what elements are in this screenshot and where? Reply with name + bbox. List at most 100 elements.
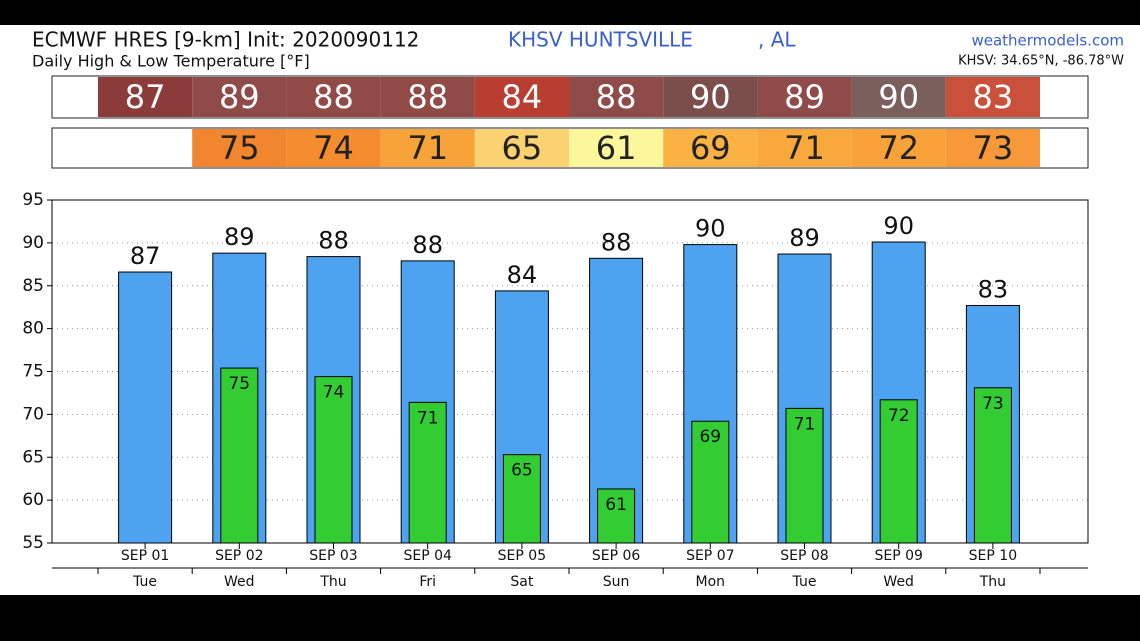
value-label: 84: [507, 261, 538, 289]
strip-label: 75: [219, 129, 260, 167]
y-tick-label: 75: [22, 362, 44, 382]
strip-cell: [851, 77, 946, 117]
value-label: 87: [130, 242, 161, 270]
weekday-label: Mon: [696, 574, 726, 590]
strip-cell: [474, 77, 569, 117]
value-label: 61: [605, 495, 627, 515]
value-label: 72: [888, 406, 910, 426]
strip-cell: [757, 77, 852, 117]
strip-label: 84: [502, 78, 543, 116]
x-tick-label: SEP 07: [686, 548, 734, 564]
y-tick-label: 80: [22, 319, 44, 339]
strip-label: 83: [973, 78, 1014, 116]
bar: [597, 488, 636, 544]
strip-label: 71: [784, 129, 825, 167]
y-tick-label: 55: [22, 533, 44, 553]
strip-label: 74: [313, 129, 354, 167]
strip-cell: [380, 129, 475, 167]
strip-label: 90: [878, 78, 919, 116]
strip-label: 69: [690, 129, 731, 167]
weekday-label: Fri: [419, 574, 436, 590]
strip-label: 89: [219, 78, 260, 116]
strip-label: 88: [313, 78, 354, 116]
y-tick-label: 85: [22, 276, 44, 296]
strip-cell: [474, 129, 569, 167]
strip-label: 61: [596, 129, 637, 167]
location: KHSV HUNTSVILLE: [508, 28, 693, 52]
strip-cell: [663, 129, 758, 167]
value-label: 90: [883, 212, 914, 240]
bar: [691, 420, 730, 544]
value-label: 88: [318, 227, 349, 255]
strip-cell: [286, 77, 381, 117]
value-label: 69: [699, 427, 721, 447]
strip-cell: [192, 77, 287, 117]
value-label: 88: [601, 228, 632, 256]
strip-cell: [380, 77, 475, 117]
location-suffix: , AL: [758, 28, 796, 52]
value-label: 83: [978, 275, 1009, 303]
bar: [879, 399, 918, 544]
weekday-label: Sat: [510, 574, 533, 590]
weekday-label: Tue: [792, 574, 817, 590]
x-tick-label: SEP 04: [403, 548, 452, 564]
strip-label: 88: [407, 78, 448, 116]
value-label: 88: [412, 231, 443, 259]
plot-frame: [51, 199, 1089, 544]
weekday-label: Wed: [883, 574, 914, 590]
value-label: 90: [695, 215, 726, 243]
bar: [785, 407, 824, 544]
strip-label: 90: [690, 78, 731, 116]
strip-label: 65: [502, 129, 543, 167]
strip-cell: [569, 77, 664, 117]
strip-label: 73: [973, 129, 1014, 167]
bar: [973, 387, 1012, 544]
value-label: 71: [417, 408, 439, 428]
bar: [220, 367, 259, 544]
strip-cell: [851, 129, 946, 167]
strip-cell: [569, 129, 664, 167]
value-label: 71: [794, 414, 816, 434]
strip-label: 71: [407, 129, 448, 167]
weekday-label: Thu: [979, 574, 1006, 590]
strip-label: 72: [878, 129, 919, 167]
strip-label: 87: [125, 78, 166, 116]
x-tick-label: SEP 02: [215, 548, 263, 564]
value-label: 89: [789, 224, 820, 252]
value-label: 75: [228, 374, 250, 394]
strip-cell: [286, 129, 381, 167]
panel: [0, 25, 1140, 595]
value-label: 65: [511, 461, 533, 481]
strip-cell: [945, 129, 1040, 167]
weekday-label: Sun: [603, 574, 630, 590]
source: weathermodels.com: [971, 32, 1124, 50]
strip-label: 89: [784, 78, 825, 116]
subtitle: Daily High & Low Temperature [°F]: [32, 52, 310, 71]
x-tick-label: SEP 08: [780, 548, 828, 564]
x-tick-label: SEP 10: [969, 548, 1017, 564]
y-tick-label: 95: [22, 190, 44, 210]
strip-cell: [757, 129, 852, 167]
x-tick-label: SEP 09: [874, 548, 922, 564]
value-label: 74: [323, 383, 345, 403]
strip-cell: [663, 77, 758, 117]
station-coords: KHSV: 34.65°N, -86.78°W: [958, 54, 1124, 69]
weekday-label: Tue: [132, 574, 157, 590]
weekday-label: Wed: [224, 574, 255, 590]
strip-cell: [192, 129, 287, 167]
strip-label: 88: [596, 78, 637, 116]
value-label: 73: [982, 394, 1004, 414]
chart-title: ECMWF HRES [9-km] Init: 2020090112: [32, 28, 419, 52]
weekday-label: Thu: [319, 574, 346, 590]
value-label: 89: [224, 223, 255, 251]
bar: [118, 271, 173, 544]
y-tick-label: 60: [22, 490, 44, 510]
y-tick-label: 65: [22, 447, 44, 467]
bar: [408, 401, 447, 544]
strip-cell: [98, 77, 193, 117]
strip-cell: [945, 77, 1040, 117]
bar: [314, 376, 353, 544]
y-tick-label: 70: [22, 404, 44, 424]
y-tick-label: 90: [22, 233, 44, 253]
